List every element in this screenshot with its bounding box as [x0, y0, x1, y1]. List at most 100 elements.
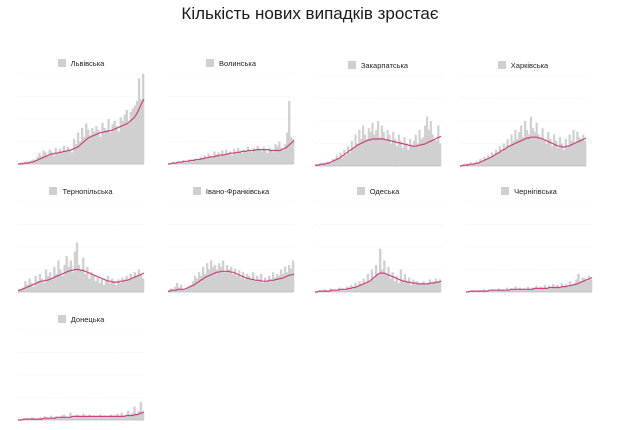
daily-cases-bar: [395, 146, 399, 166]
daily-cases-bar: [522, 137, 525, 166]
daily-cases-bar: [348, 152, 352, 166]
chart-panel: Тернопільська: [18, 184, 145, 302]
daily-cases-bar: [90, 272, 93, 292]
daily-cases-bar: [244, 279, 247, 292]
daily-cases-bar: [121, 120, 124, 164]
daily-cases-bar: [585, 281, 589, 292]
daily-cases-bar: [331, 158, 335, 166]
daily-cases-bar: [77, 415, 81, 420]
daily-cases-bar: [129, 274, 132, 292]
daily-cases-bar: [431, 134, 434, 166]
daily-cases-bar: [436, 281, 440, 292]
daily-cases-bar: [216, 269, 219, 292]
daily-cases-bar: [125, 110, 129, 164]
daily-cases-bar: [422, 137, 425, 166]
daily-cases-bar: [397, 283, 400, 292]
daily-cases-bar: [356, 286, 359, 292]
daily-cases-bar: [190, 284, 193, 292]
daily-cases-bar: [103, 415, 106, 420]
daily-cases-bar: [246, 274, 249, 292]
daily-cases-bar: [568, 281, 572, 292]
daily-cases-bar: [553, 134, 556, 166]
daily-cases-bar: [232, 274, 235, 292]
daily-cases-bar: [439, 143, 442, 166]
daily-cases-bar: [550, 288, 553, 292]
daily-cases-bar: [90, 417, 94, 420]
rolling-average-line: [18, 268, 145, 291]
daily-cases-bar: [78, 141, 82, 164]
daily-cases-bar: [139, 274, 143, 292]
chart-legend: Закарпатська: [315, 58, 441, 72]
daily-cases-bar: [260, 151, 263, 164]
daily-cases-bar: [392, 131, 395, 166]
daily-cases-bar: [375, 130, 378, 166]
daily-cases-bar: [529, 116, 533, 166]
daily-cases-bar: [348, 288, 351, 292]
region-label: Волинська: [219, 58, 256, 68]
daily-cases-bar: [108, 283, 112, 292]
region-label: Львівська: [70, 58, 105, 68]
daily-cases-bar: [520, 289, 523, 292]
daily-cases-bar: [197, 160, 200, 164]
daily-cases-bar: [114, 415, 117, 420]
daily-cases-bar: [506, 139, 509, 166]
daily-cases-bar: [583, 278, 586, 292]
daily-cases-bar: [214, 265, 217, 292]
daily-cases-bar: [103, 128, 106, 164]
daily-cases-bar: [63, 265, 66, 292]
daily-cases-bar: [395, 275, 398, 292]
daily-cases-bar: [186, 288, 189, 292]
daily-cases-bar: [489, 291, 492, 292]
daily-cases-bar: [576, 131, 579, 166]
daily-cases-bar: [574, 143, 577, 166]
daily-cases-bar: [499, 290, 502, 292]
daily-cases-bar: [121, 277, 124, 292]
legend-swatch: [497, 61, 506, 69]
daily-cases-bar: [231, 155, 234, 164]
daily-cases-bar: [523, 121, 527, 166]
daily-cases-bar: [57, 260, 60, 292]
daily-cases-bar: [533, 131, 536, 166]
daily-cases-bar: [79, 269, 83, 292]
daily-cases-bar: [256, 146, 259, 164]
daily-cases-bar: [410, 146, 414, 166]
region-label: Харківська: [510, 60, 549, 70]
chart-panel: Одеська: [315, 184, 442, 302]
daily-cases-bar: [131, 108, 135, 164]
daily-cases-bar: [238, 270, 241, 292]
daily-cases-bar: [200, 275, 203, 292]
daily-cases-bar: [30, 283, 33, 292]
daily-cases-bar: [481, 160, 484, 166]
daily-cases-bar: [76, 132, 80, 164]
daily-cases-bar: [339, 289, 343, 292]
daily-cases-bar: [222, 260, 225, 292]
daily-cases-bar: [498, 146, 502, 166]
daily-cases-bar: [280, 269, 283, 292]
daily-cases-bar: [141, 278, 145, 292]
daily-cases-bar: [182, 289, 185, 292]
daily-cases-bar: [270, 279, 273, 292]
daily-cases-bar: [572, 130, 575, 166]
daily-cases-bar: [56, 153, 59, 164]
daily-cases-bar: [207, 153, 210, 164]
daily-cases-bar: [541, 128, 544, 166]
daily-cases-bar: [139, 99, 143, 164]
daily-cases-bar: [242, 272, 245, 292]
daily-cases-bar: [514, 130, 517, 166]
daily-cases-bar: [133, 272, 137, 292]
daily-cases-bar: [378, 137, 382, 166]
daily-cases-bar: [58, 148, 61, 164]
daily-cases-bar: [254, 149, 257, 164]
daily-cases-bar: [93, 131, 96, 164]
daily-cases-bar: [99, 137, 102, 164]
daily-cases-bar: [343, 149, 346, 166]
daily-cases-bar: [68, 149, 72, 164]
daily-cases-bar: [141, 74, 145, 164]
daily-cases-bar: [535, 122, 538, 166]
daily-cases-bar: [362, 125, 365, 166]
daily-cases-bar: [558, 137, 562, 166]
daily-cases-bar: [52, 155, 55, 164]
daily-cases-bar: [582, 134, 585, 166]
daily-cases-bar: [547, 285, 551, 292]
daily-cases-bar: [104, 281, 108, 292]
